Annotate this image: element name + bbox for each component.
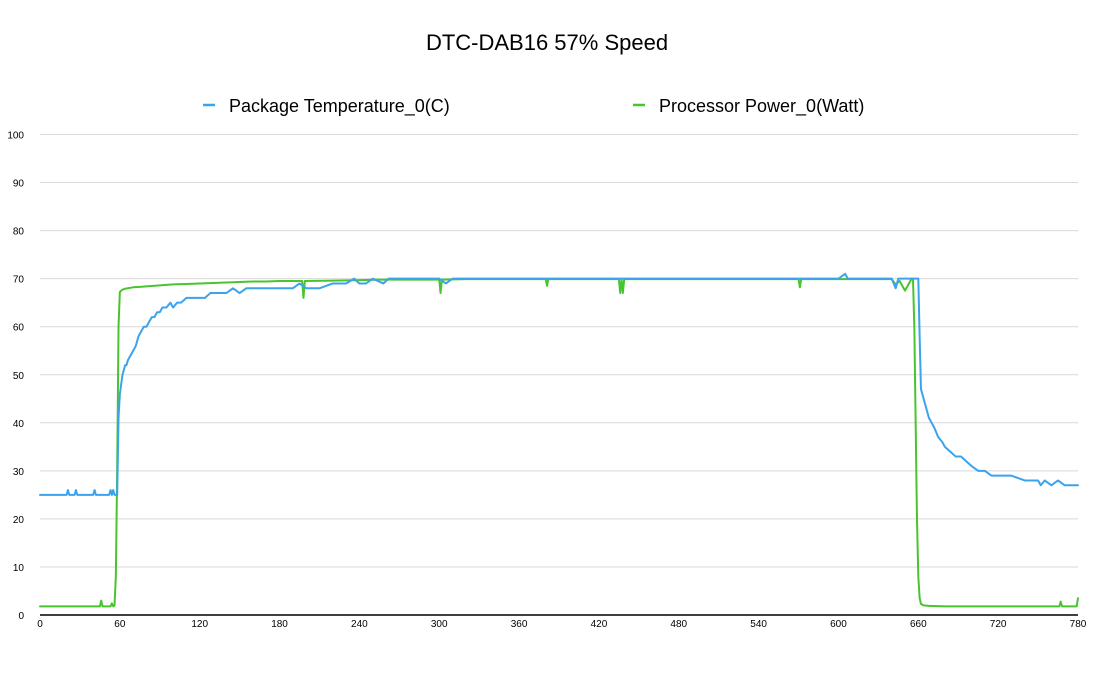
x-tick-label-780: 780 — [1070, 619, 1087, 630]
x-tick-label-240: 240 — [351, 619, 368, 630]
series-line-power — [39, 277, 1079, 608]
x-tick-label-300: 300 — [431, 619, 448, 630]
legend-label-power: Processor Power_0(Watt) — [659, 96, 864, 117]
y-tick-label-80: 80 — [13, 227, 25, 238]
legend-label-temperature: Package Temperature_0(C) — [229, 96, 450, 117]
y-tick-label-30: 30 — [13, 467, 25, 478]
y-tick-label-10: 10 — [13, 563, 25, 574]
y-tick-label-50: 50 — [13, 371, 25, 382]
gridlines — [40, 134, 1078, 568]
y-tick-label-60: 60 — [13, 323, 25, 334]
x-tick-label-480: 480 — [670, 619, 687, 630]
chart-title: DTC-DAB16 57% Speed — [426, 30, 668, 55]
y-tick-label-100: 100 — [7, 131, 24, 142]
y-tick-label-70: 70 — [13, 275, 25, 286]
legend-item-temperature: Package Temperature_0(C) — [203, 96, 450, 117]
legend-item-power: Processor Power_0(Watt) — [633, 96, 864, 117]
x-tick-label-360: 360 — [511, 619, 528, 630]
legend: Package Temperature_0(C) Processor Power… — [203, 96, 864, 117]
y-tick-label-0: 0 — [18, 611, 24, 622]
x-tick-label-180: 180 — [271, 619, 288, 630]
x-tick-label-600: 600 — [830, 619, 847, 630]
series-group — [39, 272, 1079, 608]
x-tick-label-0: 0 — [37, 619, 43, 630]
x-tick-label-660: 660 — [910, 619, 927, 630]
x-tick-label-120: 120 — [191, 619, 208, 630]
y-axis: 0 10 20 30 40 50 60 70 80 90 100 — [7, 131, 24, 623]
x-tick-label-720: 720 — [990, 619, 1007, 630]
x-tick-label-60: 60 — [114, 619, 126, 630]
x-tick-label-420: 420 — [591, 619, 608, 630]
y-tick-label-20: 20 — [13, 515, 25, 526]
series-line-temperature — [39, 272, 1079, 496]
x-axis: 0 60 120 180 240 300 360 420 480 540 600 660 720 780 — [37, 619, 1087, 630]
y-tick-label-90: 90 — [13, 179, 25, 190]
y-tick-label-40: 40 — [13, 419, 25, 430]
x-tick-label-540: 540 — [750, 619, 767, 630]
